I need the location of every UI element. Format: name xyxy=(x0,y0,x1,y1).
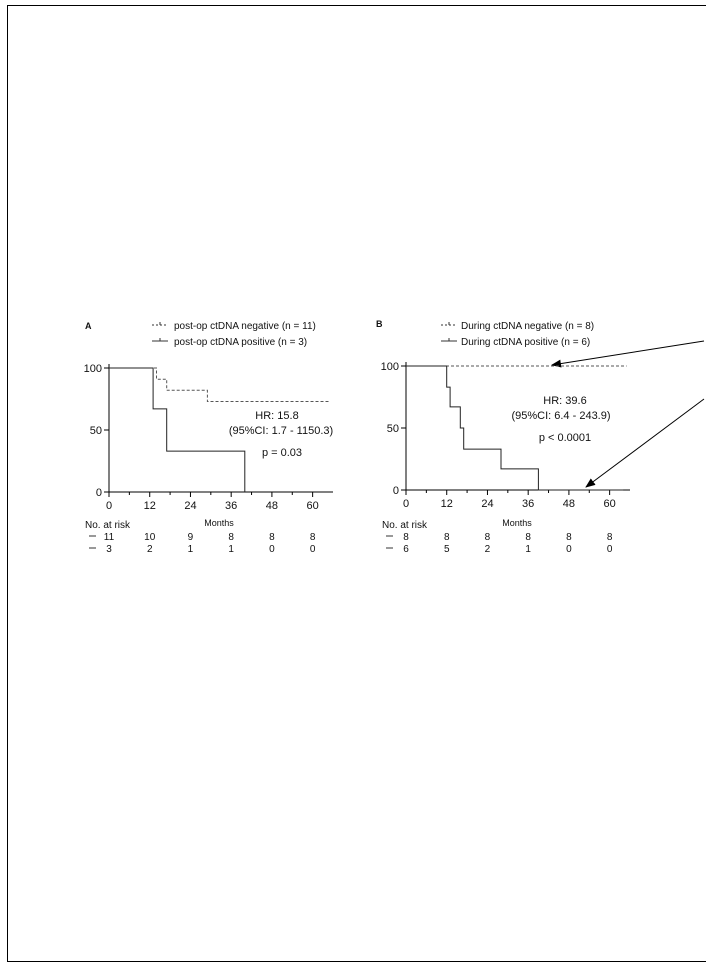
x-tick-label-a-48: 48 xyxy=(266,500,278,512)
risk-value-a-0-1: 10 xyxy=(144,532,156,543)
x-tick-label-a-24: 24 xyxy=(184,500,196,512)
risk-value-a-1-1: 2 xyxy=(147,544,153,555)
panel-label-a: A xyxy=(85,321,92,331)
risk-table-title-a: No. at risk xyxy=(85,520,131,531)
risk-value-b-0-4: 8 xyxy=(566,532,572,543)
x-tick-label-a-0: 0 xyxy=(106,500,112,512)
x-tick-label-b-24: 24 xyxy=(481,498,493,510)
x-tick-label-b-60: 60 xyxy=(604,498,616,510)
risk-value-b-1-0: 6 xyxy=(403,544,409,555)
arrow-to-negative-curve xyxy=(551,340,705,368)
km-curve-a-positive xyxy=(109,367,246,492)
x-tick-label-a-60: 60 xyxy=(307,500,319,512)
risk-value-b-1-3: 1 xyxy=(525,544,531,555)
annotation-a-hr: HR: 15.8 xyxy=(255,410,298,422)
risk-value-b-1-1: 5 xyxy=(444,544,450,555)
legend-a-negative-label: post-op ctDNA negative (n = 11) xyxy=(174,321,316,332)
x-tick-label-a-12: 12 xyxy=(144,500,156,512)
km-curve-b-positive xyxy=(406,365,624,491)
risk-value-a-0-0: 11 xyxy=(104,532,115,543)
km-curve-a-negative xyxy=(109,367,330,402)
annotation-b-hr: HR: 39.6 xyxy=(543,395,586,407)
x-tick-label-b-0: 0 xyxy=(403,498,409,510)
x-tick-label-b-12: 12 xyxy=(441,498,453,510)
risk-value-b-0-2: 8 xyxy=(485,532,491,543)
risk-value-b-0-1: 8 xyxy=(444,532,450,543)
risk-value-a-0-5: 8 xyxy=(310,532,316,543)
risk-value-a-1-3: 1 xyxy=(228,544,234,555)
annotation-a-p: p = 0.03 xyxy=(262,447,302,459)
annotation-a-ci: (95%CI: 1.7 - 1150.3) xyxy=(229,425,333,437)
legend-b-positive-label: During ctDNA positive (n = 6) xyxy=(461,337,590,348)
risk-value-a-1-0: 3 xyxy=(106,544,112,555)
risk-value-a-1-5: 0 xyxy=(310,544,316,555)
y-tick-label-a-100: 100 xyxy=(84,363,102,375)
risk-value-b-1-4: 0 xyxy=(566,544,572,555)
risk-value-b-0-3: 8 xyxy=(525,532,531,543)
annotation-b-p: p < 0.0001 xyxy=(539,432,591,444)
x-axis-label-a: Months xyxy=(204,518,234,528)
risk-value-b-1-5: 0 xyxy=(607,544,613,555)
x-axis-label-b: Months xyxy=(502,518,532,528)
figure-frame xyxy=(7,5,706,962)
y-tick-label-a-0: 0 xyxy=(96,487,102,499)
risk-value-b-0-0: 8 xyxy=(403,532,409,543)
risk-value-a-0-4: 8 xyxy=(269,532,275,543)
legend-b-negative-label: During ctDNA negative (n = 8) xyxy=(461,321,594,332)
risk-value-a-0-3: 8 xyxy=(228,532,234,543)
risk-value-b-1-2: 2 xyxy=(485,544,491,555)
risk-value-a-0-2: 9 xyxy=(188,532,194,543)
y-tick-label-b-50: 50 xyxy=(387,423,399,435)
x-tick-label-a-36: 36 xyxy=(225,500,237,512)
annotation-b-ci: (95%CI: 6.4 - 243.9) xyxy=(511,410,610,422)
y-tick-label-b-100: 100 xyxy=(381,361,399,373)
y-tick-label-b-0: 0 xyxy=(393,485,399,497)
x-tick-label-b-48: 48 xyxy=(563,498,575,510)
risk-value-b-0-5: 8 xyxy=(607,532,613,543)
panel-label-b: B xyxy=(376,319,383,329)
risk-table-title-b: No. at risk xyxy=(382,520,428,531)
x-tick-label-b-36: 36 xyxy=(522,498,534,510)
risk-value-a-1-4: 0 xyxy=(269,544,275,555)
legend-a-positive-label: post-op ctDNA positive (n = 3) xyxy=(174,337,307,348)
arrow-to-positive-curve xyxy=(585,398,705,488)
risk-value-a-1-2: 1 xyxy=(188,544,194,555)
y-tick-label-a-50: 50 xyxy=(90,425,102,437)
